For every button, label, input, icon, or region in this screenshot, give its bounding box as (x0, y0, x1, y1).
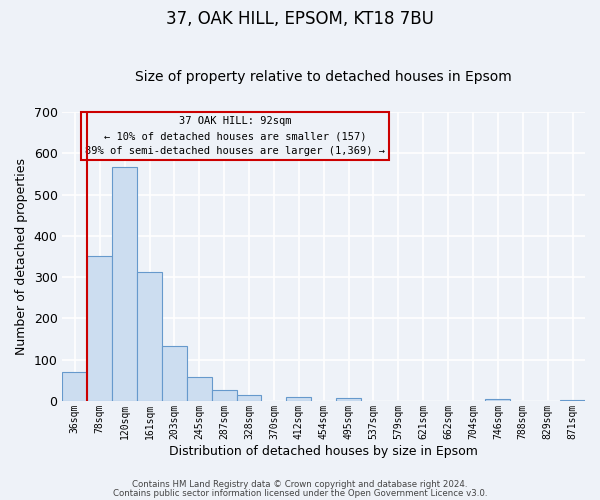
Bar (212, 390, 236, 401)
X-axis label: Distribution of detached houses by size in Epsom: Distribution of detached houses by size … (169, 444, 478, 458)
Text: 37, OAK HILL, EPSOM, KT18 7BU: 37, OAK HILL, EPSOM, KT18 7BU (166, 10, 434, 28)
Bar (137, 272, 162, 401)
Text: Contains HM Land Registry data © Crown copyright and database right 2024.: Contains HM Land Registry data © Crown c… (132, 480, 468, 489)
Text: Contains public sector information licensed under the Open Government Licence v3: Contains public sector information licen… (113, 488, 487, 498)
Text: 37 OAK HILL: 92sqm
← 10% of detached houses are smaller (157)
89% of semi-detach: 37 OAK HILL: 92sqm ← 10% of detached hou… (85, 116, 385, 156)
Bar (187, 377, 212, 401)
Title: Size of property relative to detached houses in Epsom: Size of property relative to detached ho… (136, 70, 512, 85)
Bar (62, 372, 88, 401)
Bar (560, 400, 585, 401)
Bar (112, 167, 137, 401)
Bar (336, 398, 361, 401)
Bar (88, 256, 112, 401)
Bar (485, 399, 511, 401)
Bar (286, 397, 311, 401)
Bar (236, 395, 262, 401)
Y-axis label: Number of detached properties: Number of detached properties (15, 158, 28, 355)
Bar (162, 346, 187, 401)
